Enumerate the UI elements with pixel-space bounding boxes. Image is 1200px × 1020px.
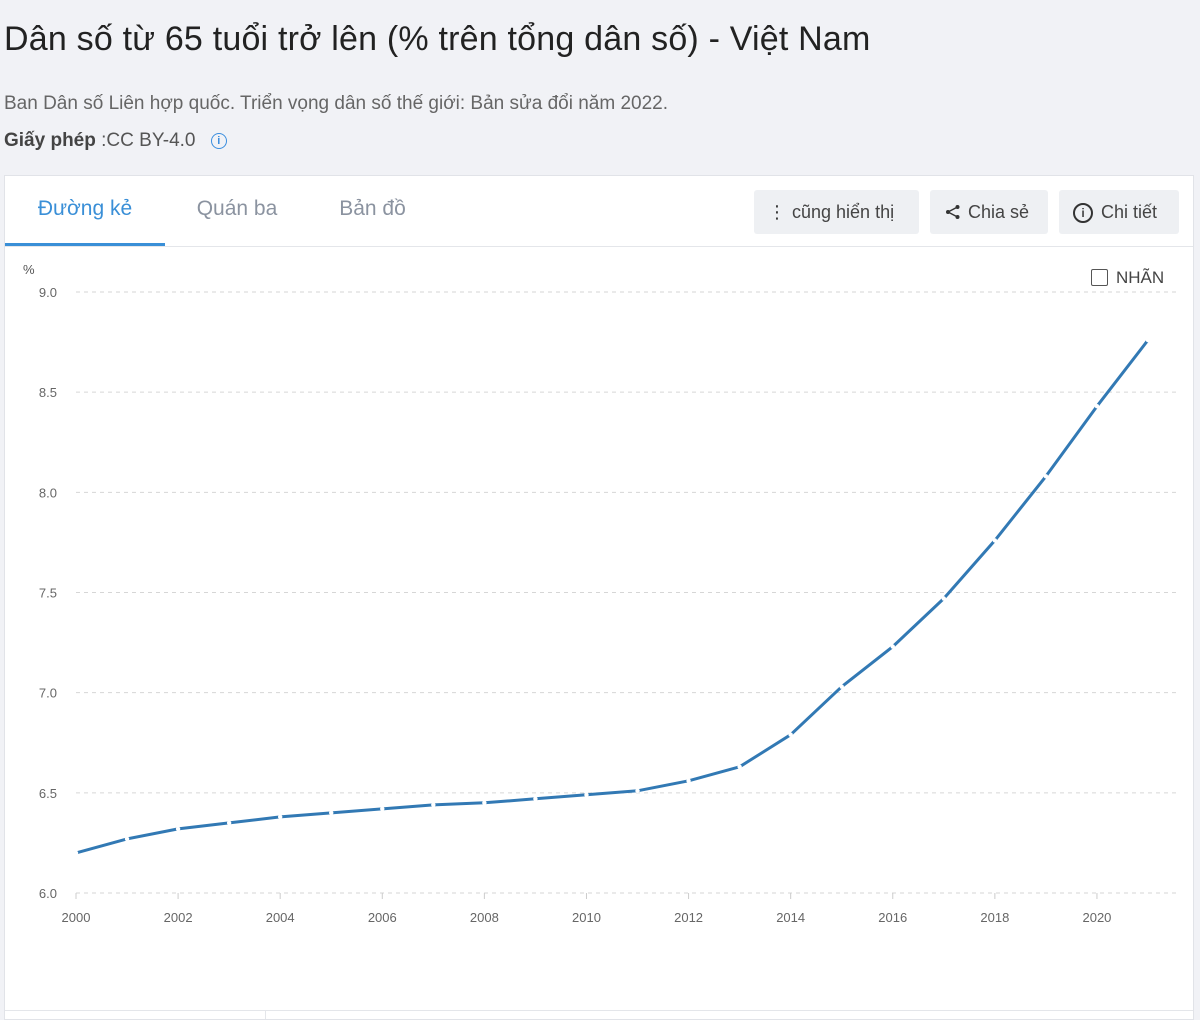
- data-point[interactable]: [941, 596, 947, 601]
- x-tick-label: 2006: [368, 910, 397, 925]
- info-circle-icon: i: [1073, 203, 1093, 223]
- bottom-strip: [5, 1010, 1193, 1019]
- y-tick-label: 6.0: [39, 886, 57, 901]
- data-point[interactable]: [737, 764, 742, 769]
- share-button[interactable]: Chia sẻ: [930, 190, 1048, 234]
- labels-toggle[interactable]: NHÃN: [1091, 268, 1164, 288]
- data-point[interactable]: [839, 684, 844, 689]
- y-tick-label: 6.5: [39, 786, 57, 801]
- data-points: [73, 337, 1151, 856]
- tab-map[interactable]: Bản đồ: [339, 197, 406, 220]
- chart-card: Đường kẻ Quán ba Bản đồ ⋮ cũng hiển thị C…: [4, 175, 1194, 1020]
- series-line: [74, 338, 1150, 855]
- data-point[interactable]: [380, 806, 385, 812]
- data-point[interactable]: [431, 802, 436, 808]
- checkbox-icon[interactable]: [1091, 269, 1108, 286]
- data-point[interactable]: [124, 836, 130, 842]
- license-value: :CC BY-4.0: [101, 130, 196, 151]
- share-label: Chia sẻ: [968, 202, 1030, 222]
- tab-line[interactable]: Đường kẻ: [5, 176, 165, 246]
- data-point[interactable]: [890, 644, 895, 649]
- x-tick-label: 2000: [62, 910, 91, 925]
- data-point[interactable]: [226, 820, 232, 826]
- page-title: Dân số từ 65 tuổi trở lên (% trên tổng d…: [4, 20, 871, 58]
- data-point[interactable]: [533, 796, 538, 802]
- data-point[interactable]: [329, 810, 334, 816]
- data-point[interactable]: [584, 792, 589, 798]
- x-tick-label: 2004: [266, 910, 295, 925]
- license: Giấy phép :CC BY-4.0 i: [4, 130, 227, 152]
- more-vertical-icon: ⋮: [768, 202, 786, 222]
- x-tick-label: 2002: [164, 910, 193, 925]
- info-icon[interactable]: i: [210, 133, 227, 149]
- y-tick-label: 9.0: [39, 285, 57, 300]
- details-label: Chi tiết: [1101, 202, 1158, 222]
- x-tick-label: 2018: [980, 910, 1009, 925]
- y-axis-unit: %: [23, 262, 35, 277]
- x-axis-ticks: 2000 2002 2004 2006 2008 2010 2012 2014 2016 2018…: [62, 893, 1111, 925]
- y-axis-ticks: 6.0 6.5 7.0 7.5 8.0 8.5 9.0: [39, 285, 57, 901]
- x-tick-label: 2014: [776, 910, 805, 925]
- data-point[interactable]: [482, 800, 487, 806]
- data-source: Ban Dân số Liên hợp quốc. Triển vọng dân…: [4, 93, 669, 114]
- details-button[interactable]: i Chi tiết: [1059, 190, 1179, 234]
- share-icon: [944, 190, 962, 234]
- data-point[interactable]: [788, 732, 793, 737]
- license-label: Giấy phép: [4, 130, 96, 151]
- x-tick-label: 2008: [470, 910, 499, 925]
- line-chart: 6.06.57.07.58.08.59.0 2000 2002 2004 2006 20…: [39, 285, 1180, 925]
- x-tick-label: 2016: [878, 910, 907, 925]
- data-point[interactable]: [992, 538, 998, 543]
- data-point[interactable]: [686, 778, 691, 784]
- data-point[interactable]: [73, 850, 79, 856]
- data-point[interactable]: [635, 788, 640, 794]
- data-point[interactable]: [1094, 403, 1100, 409]
- x-tick-label: 2020: [1082, 910, 1111, 925]
- tab-bar[interactable]: Quán ba: [196, 197, 278, 220]
- data-point[interactable]: [175, 826, 181, 832]
- x-tick-label: 2010: [572, 910, 601, 925]
- labels-toggle-label: NHÃN: [1116, 268, 1165, 287]
- data-point[interactable]: [1145, 337, 1151, 343]
- data-point[interactable]: [1043, 474, 1049, 479]
- tabs-bar: Đường kẻ Quán ba Bản đồ ⋮ cũng hiển thị C…: [5, 176, 1193, 247]
- y-tick-label: 7.5: [39, 586, 57, 601]
- x-tick-label: 2012: [674, 910, 703, 925]
- grid-lines: [76, 291, 1180, 894]
- y-tick-label: 8.0: [39, 485, 57, 500]
- y-tick-label: 7.0: [39, 686, 57, 701]
- also-show-label: cũng hiển thị: [792, 202, 895, 222]
- also-show-button[interactable]: ⋮ cũng hiển thị: [754, 190, 919, 234]
- y-tick-label: 8.5: [39, 385, 57, 400]
- data-point[interactable]: [277, 814, 283, 820]
